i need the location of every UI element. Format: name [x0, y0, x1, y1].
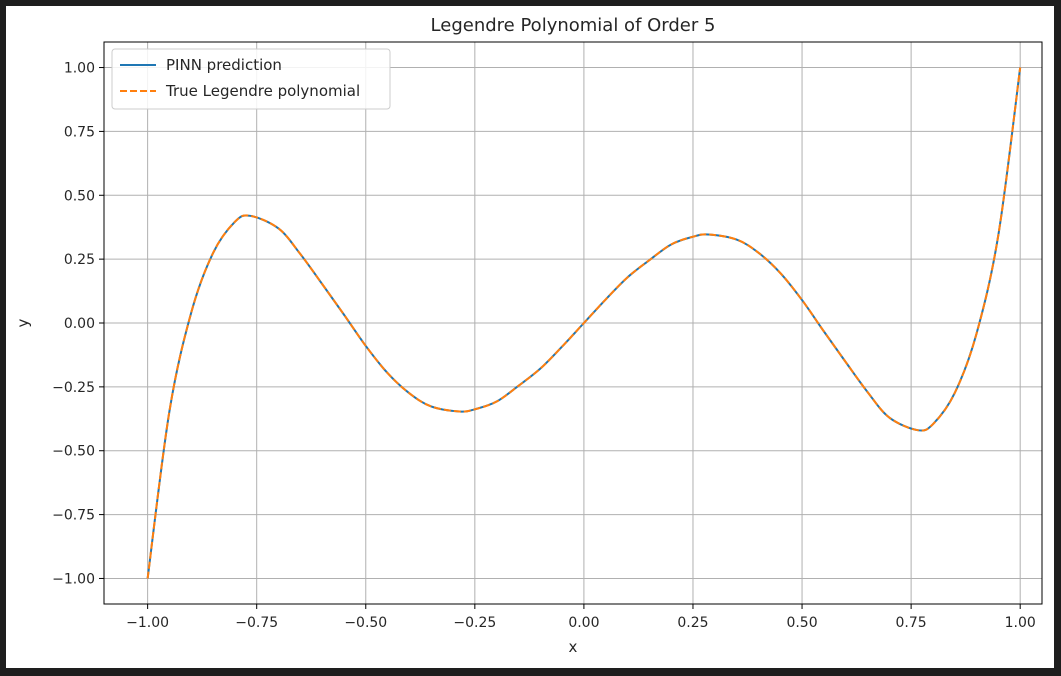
legend-box — [111, 48, 391, 110]
series-lines — [146, 67, 1022, 579]
x-tick-label: −0.75 — [235, 615, 278, 631]
y-tick-label: 1.00 — [64, 61, 95, 77]
x-axis-label: x — [569, 638, 578, 656]
x-tick-label: −1.00 — [126, 615, 169, 631]
y-axis-label: y — [14, 318, 32, 327]
y-tick-label: 0.75 — [64, 124, 95, 140]
y-tick-label: 0.00 — [64, 316, 95, 332]
x-tick-label: 1.00 — [1005, 615, 1036, 631]
legend: PINN prediction True Legendre polynomial — [111, 48, 391, 110]
y-tick-label: 0.25 — [64, 252, 95, 268]
x-tick-label: 0.50 — [786, 615, 817, 631]
legend-label-pinn: PINN prediction — [166, 56, 282, 74]
y-tick-label: −0.25 — [52, 380, 95, 396]
grid-lines — [104, 42, 1042, 604]
y-tick-label: −0.75 — [52, 508, 95, 524]
legend-label-true: True Legendre polynomial — [165, 82, 360, 100]
y-tick-label: 0.50 — [64, 188, 95, 204]
y-tick-label: −1.00 — [52, 571, 95, 587]
series-line-1 — [146, 67, 1022, 579]
chart-figure: −1.00 −0.75 −0.50 −0.25 0.00 0.25 0.50 0.75 1.00… — [6, 6, 1054, 668]
chart-svg: −1.00 −0.75 −0.50 −0.25 0.00 0.25 0.50 0.75 1.00… — [14, 15, 1043, 656]
x-tick-label: 0.75 — [896, 615, 927, 631]
y-tick-label: −0.50 — [52, 444, 95, 460]
x-tick-label: 0.00 — [568, 615, 599, 631]
x-tick-label: −0.50 — [344, 615, 387, 631]
x-tick-label: −0.25 — [453, 615, 496, 631]
axis-ticks: −1.00 −0.75 −0.50 −0.25 0.00 0.25 0.50 0.75 1.00… — [52, 61, 1036, 631]
chart-title: Legendre Polynomial of Order 5 — [431, 15, 716, 36]
x-tick-label: 0.25 — [677, 615, 708, 631]
